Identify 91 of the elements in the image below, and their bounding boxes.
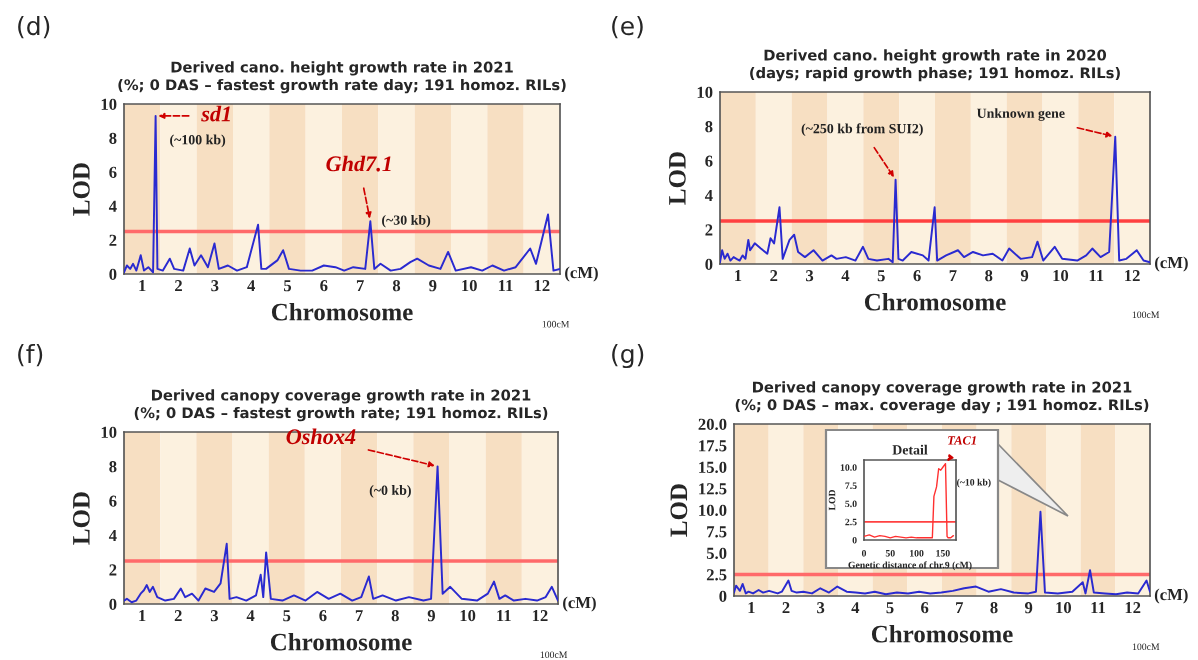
x-tick-label: 6 [913, 270, 921, 282]
x-tick-label: 9 [1024, 602, 1033, 614]
x-tick-label: 10 [1056, 602, 1072, 614]
y-tick-label: 5.0 [706, 547, 727, 560]
annotation: sd1 [201, 105, 230, 122]
x-tick-label: 12 [534, 280, 550, 292]
y-tick-label: 10 [101, 426, 117, 438]
y-tick-label: 15.0 [699, 461, 727, 474]
line-series [864, 462, 955, 539]
y-tick-label: 20.0 [698, 418, 727, 431]
y-tick-label: 6 [109, 166, 117, 178]
y-tick-label: 4 [108, 200, 117, 212]
x-tick-label: 7 [956, 602, 964, 614]
y-tick-label: 10 [697, 86, 713, 98]
x-tick-label: 9 [1020, 270, 1029, 282]
x-tick-label: 6 [320, 280, 328, 292]
x-tick-label: 7 [949, 270, 957, 282]
x-tick-label: 3 [817, 602, 825, 614]
y-axis-title: LOD [72, 492, 90, 545]
x-tick-label: 6 [319, 610, 327, 622]
x-tick-label: 2 [770, 270, 778, 282]
text: (cM) [1154, 588, 1188, 604]
y-axis-title: LOD [670, 484, 688, 537]
y-tick-label: 6 [705, 155, 713, 167]
x-tick-label: 5 [284, 280, 292, 292]
text: (cM) [563, 596, 596, 612]
x-tick-label: 5 [283, 610, 291, 622]
y-tick-label: 10 [101, 98, 117, 110]
y-tick-label: 0 [719, 590, 727, 602]
x-tick-label: 5 [886, 602, 894, 614]
x-tick-label: 5 [877, 270, 885, 282]
y-tick-label: 6 [109, 495, 117, 507]
x-tick-label: 2 [782, 602, 790, 614]
y-tick-label: 8 [705, 121, 713, 133]
x-tick-label: 1 [735, 270, 742, 282]
y-tick-label: 2 [109, 564, 117, 576]
x-tick-label: 3 [210, 610, 219, 622]
x-tick-label: 1 [139, 610, 146, 622]
x-tick-label: 12 [1125, 602, 1141, 614]
y-tick-label: 0 [705, 258, 713, 270]
y-tick-label: 2 [109, 234, 117, 246]
text: (cM) [565, 266, 598, 282]
x-tick-label: 11 [497, 610, 511, 622]
y-tick-label: 8 [109, 132, 117, 144]
x-axis-title: Chromosome [864, 293, 1006, 311]
y-tick-label: 12.5 [699, 483, 727, 495]
annotation: Oshox4 [286, 428, 356, 445]
x-tick-label: 1 [139, 280, 146, 292]
y-tick-label: 10.0 [699, 504, 727, 517]
x-axis-title: Chromosome [871, 625, 1013, 643]
text: (d) [18, 15, 50, 39]
text: (e) [612, 15, 643, 39]
y-tick-label: 8 [109, 461, 117, 473]
x-tick-label: 10 [462, 280, 477, 292]
text: (g) [612, 343, 644, 369]
y-axis-title: LOD [72, 163, 90, 216]
y-tick-label: 2.5 [706, 569, 727, 581]
x-tick-label: 1 [748, 602, 755, 614]
y-tick-label: 7.5 [707, 526, 727, 538]
x-tick-label: 4 [246, 610, 255, 622]
x-axis-title: Chromosome [270, 633, 412, 651]
x-tick-label: 8 [391, 610, 399, 622]
text: (cM) [1155, 256, 1188, 272]
x-tick-label: 3 [211, 280, 219, 292]
y-tick-label: 4 [108, 530, 117, 541]
y-tick-label: 17.5 [699, 440, 727, 452]
x-tick-label: 6 [921, 602, 929, 614]
x-tick-label: 3 [806, 270, 814, 282]
y-tick-label: 4 [704, 190, 713, 201]
x-tick-label: 8 [990, 602, 998, 614]
x-tick-label: 2 [174, 610, 182, 622]
x-tick-label: 7 [356, 280, 364, 292]
x-tick-label: 2 [175, 280, 182, 292]
x-tick-label: 10 [460, 610, 476, 622]
x-tick-label: 4 [247, 280, 256, 292]
x-tick-label: 11 [1089, 270, 1104, 282]
x-tick-label: 8 [392, 280, 401, 292]
x-tick-label: 9 [427, 610, 435, 622]
x-tick-label: 11 [1091, 602, 1106, 614]
x-axis-title: Chromosome [271, 303, 413, 321]
text: (f) [18, 343, 43, 367]
y-axis-title: LOD [668, 152, 686, 205]
annotation: Ghd7.1 [326, 155, 391, 172]
x-tick-label: 8 [985, 270, 993, 282]
x-tick-label: 11 [498, 280, 513, 292]
x-tick-label: 7 [355, 610, 363, 622]
x-tick-label: 10 [1053, 270, 1069, 282]
y-tick-label: 2 [705, 224, 713, 236]
x-tick-label: 9 [429, 280, 437, 292]
x-tick-label: 12 [532, 610, 548, 622]
x-tick-label: 12 [1125, 270, 1140, 282]
